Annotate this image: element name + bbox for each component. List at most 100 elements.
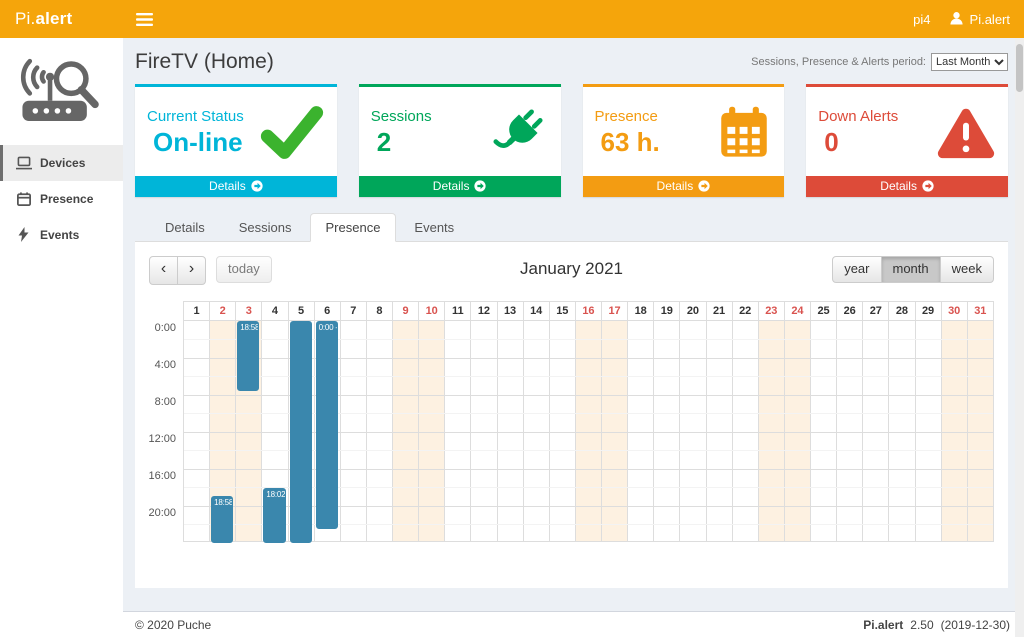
calendar-day-header: 25 — [811, 301, 838, 320]
tab-presence[interactable]: Presence — [309, 213, 397, 242]
calendar-day-column: 0:00 - — [315, 320, 341, 541]
card-details-link[interactable]: Details — [358, 176, 561, 197]
card-details-link[interactable]: Details — [806, 176, 1008, 197]
calendar-day-header: 29 — [916, 301, 942, 320]
presence-icon — [15, 192, 32, 206]
card-details-link[interactable]: Details — [135, 176, 337, 197]
summary-cards: Current Status On-line Details Sessions 2 Det… — [135, 84, 1008, 197]
presence-event[interactable] — [289, 320, 312, 543]
tab-details[interactable]: Details — [165, 220, 205, 235]
plug-icon — [489, 103, 549, 163]
calendar-day-column — [680, 320, 707, 541]
calendar-view-switcher: year month week — [832, 256, 994, 283]
calendar-day-header: 4 — [262, 301, 289, 320]
time-axis: 0:00 4:00 8:00 12:00 16:00 20:00 — [148, 320, 183, 542]
calendar-day-header: 31 — [974, 304, 987, 317]
user-menu[interactable]: Pi.alert — [949, 11, 1010, 28]
tab-events[interactable]: Events — [414, 220, 455, 235]
card-body: Sessions 2 — [359, 87, 561, 176]
calendar-day-column — [916, 320, 942, 541]
calendar-day-column — [784, 320, 811, 541]
card-details-link[interactable]: Details — [582, 176, 785, 197]
time-axis-label: 4:00 — [154, 358, 176, 371]
calendar-day-column — [863, 320, 890, 541]
calendar-day-header: 16 — [576, 301, 602, 320]
card-down-alerts: Down Alerts 0 Details — [806, 84, 1008, 197]
version-app-name: Pi.alert — [863, 617, 904, 632]
period-selector: Sessions, Presence & Alerts period: Last… — [751, 53, 1008, 74]
arrow-circle-right-icon — [251, 180, 263, 192]
calendar-day-header: 12 — [471, 301, 498, 320]
scrollbar-track[interactable] — [1015, 38, 1024, 637]
page-title: FireTV (Home) — [135, 50, 274, 73]
card-title: Down Alerts — [818, 107, 899, 125]
calendar-day-column — [471, 320, 498, 541]
event-time-label: 18:58 — [240, 322, 260, 332]
presence-calendar: 1 2 3 4 5 6 7 8 9 10 11 12 13 14 15 16 17 18 19 20 21 22 23 24 2… — [148, 300, 994, 543]
calendar-day-column — [654, 320, 681, 541]
calendar-day-column — [550, 320, 576, 541]
view-year-button[interactable]: year — [832, 256, 882, 283]
scrollbar-thumb[interactable] — [1016, 44, 1023, 92]
view-week-button[interactable]: week — [939, 256, 994, 283]
user-icon — [949, 11, 964, 28]
calendar-day-column: 18:58 — [210, 320, 237, 543]
presence-event[interactable]: 18:58 — [237, 320, 260, 392]
version-date: (2019-12-30) — [940, 617, 1010, 632]
hostname-label: pi4 — [913, 11, 931, 27]
presence-event[interactable]: 18:58 — [211, 496, 234, 543]
calendar-prev-button[interactable]: ‹ — [149, 256, 178, 285]
calendar-day-column — [941, 320, 968, 541]
calendar-day-header: 19 — [654, 301, 681, 320]
calendar-day-header: 3 — [236, 301, 263, 320]
period-label: Sessions, Presence & Alerts period: — [751, 56, 926, 68]
tab-sessions[interactable]: Sessions — [238, 220, 292, 235]
card-text: Current Status On-line — [147, 108, 244, 158]
calendar-day-column: 18:02 — [262, 320, 289, 543]
calendar-day-header: 11 — [445, 301, 472, 320]
brand-logo[interactable]: Pi.alert — [0, 9, 123, 29]
sidebar-item-label: Events — [40, 227, 80, 242]
card-body: Presence 63 h. — [583, 87, 785, 176]
view-month-button[interactable]: month — [880, 256, 941, 283]
calendar-day-column — [707, 320, 733, 541]
calendar-day-header: 17 — [602, 301, 629, 320]
card-value: 63 h. — [600, 126, 660, 157]
card-presence: Presence 63 h. Details — [582, 84, 785, 197]
calendar-day-column — [498, 320, 524, 541]
calendar-day-header: 7 — [341, 301, 367, 320]
calendar-day-header: 22 — [733, 301, 759, 320]
sidebar-item-presence[interactable]: Presence — [0, 181, 123, 217]
event-time-label: 18:02 — [266, 489, 286, 499]
page-header: FireTV (Home) Sessions, Presence & Alert… — [135, 50, 1008, 74]
time-axis-label: 0:00 — [154, 321, 176, 334]
time-axis-label: 12:00 — [148, 432, 176, 445]
calendar-day-column — [889, 320, 916, 541]
calendar-day-header: 20 — [680, 301, 707, 320]
calendar-day-header: 13 — [498, 301, 524, 320]
card-current-status: Current Status On-line Details — [135, 84, 337, 197]
calendar-day-column — [628, 320, 655, 541]
calendar-day-column — [602, 320, 629, 541]
presence-event[interactable]: 18:02 — [263, 487, 286, 543]
calendar-day-header: 30 — [942, 301, 968, 320]
calendar-day-column — [837, 320, 864, 541]
calendar-body: 0:00 4:00 8:00 12:00 16:00 20:00 18:58 18:58 18… — [148, 319, 994, 543]
presence-event[interactable]: 0:00 - — [315, 320, 338, 529]
card-details-label: Details — [432, 179, 470, 193]
menu-icon[interactable] — [136, 12, 153, 26]
calendar-today-button[interactable]: today — [216, 256, 272, 283]
calendar-day-header: 26 — [837, 301, 864, 320]
calendar-day-column — [367, 320, 393, 541]
card-sessions: Sessions 2 Details — [358, 84, 561, 197]
detail-tabs: Details Sessions Presence Events — [135, 213, 1008, 242]
calendar-day-header: 1 — [184, 301, 211, 320]
period-select[interactable]: Last Month — [931, 53, 1008, 71]
sidebar-item-events[interactable]: Events — [0, 217, 123, 253]
calendar-day-header: 8 — [367, 301, 393, 320]
calendar-day-header: 24 — [785, 301, 811, 320]
sidebar-item-devices[interactable]: Devices — [0, 144, 123, 181]
calendar-day-column — [445, 320, 472, 541]
calendar-next-button[interactable]: › — [177, 256, 206, 285]
calendar-day-header: 21 — [707, 301, 733, 320]
